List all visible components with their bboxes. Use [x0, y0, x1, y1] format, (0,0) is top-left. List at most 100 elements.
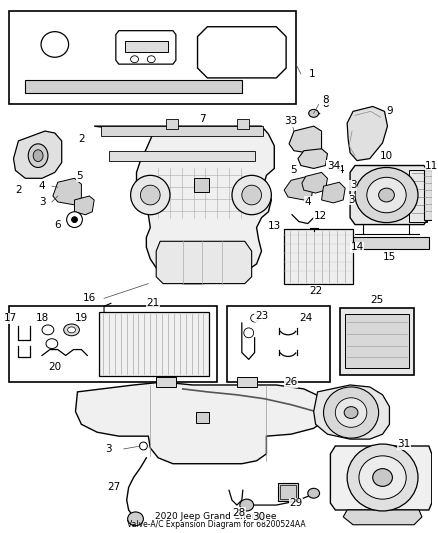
Ellipse shape [127, 512, 143, 526]
Text: 21: 21 [147, 298, 160, 308]
Polygon shape [198, 27, 286, 78]
Text: 1: 1 [308, 69, 315, 79]
Text: 6: 6 [54, 220, 61, 230]
Text: 33: 33 [284, 116, 298, 126]
Ellipse shape [251, 314, 258, 322]
Ellipse shape [131, 175, 170, 215]
Polygon shape [156, 241, 252, 284]
Bar [194, 179, 209, 192]
Ellipse shape [355, 167, 418, 223]
Text: 5: 5 [76, 171, 83, 181]
Bar [424, 171, 432, 220]
Ellipse shape [244, 328, 254, 338]
Ellipse shape [139, 442, 147, 450]
Bar [166, 119, 178, 129]
Ellipse shape [232, 175, 272, 215]
Polygon shape [314, 385, 389, 439]
Ellipse shape [28, 144, 48, 167]
Text: 25: 25 [370, 295, 383, 305]
Ellipse shape [41, 31, 69, 57]
Bar [237, 377, 257, 387]
Text: 33: 33 [284, 116, 298, 126]
Bar [284, 230, 353, 284]
Polygon shape [94, 126, 274, 284]
Bar [340, 308, 414, 375]
Text: 26: 26 [284, 377, 298, 387]
Ellipse shape [308, 488, 320, 498]
Text: 4: 4 [304, 197, 311, 207]
Text: 34: 34 [327, 160, 340, 171]
Polygon shape [116, 31, 176, 64]
Ellipse shape [336, 398, 367, 427]
Polygon shape [330, 446, 432, 510]
Ellipse shape [67, 327, 75, 333]
Text: 14: 14 [350, 242, 364, 252]
Polygon shape [347, 107, 388, 160]
Ellipse shape [46, 339, 58, 349]
Polygon shape [302, 172, 328, 193]
Ellipse shape [131, 56, 138, 63]
Bar [280, 486, 296, 499]
Polygon shape [298, 149, 328, 168]
Text: 16: 16 [83, 293, 96, 303]
Text: 10: 10 [380, 151, 393, 160]
Text: 2: 2 [78, 134, 85, 144]
Polygon shape [14, 131, 62, 179]
Text: 22: 22 [309, 286, 322, 295]
Ellipse shape [367, 177, 406, 213]
Text: 2: 2 [15, 185, 22, 195]
Bar [350, 237, 429, 249]
Bar [156, 377, 176, 387]
Polygon shape [75, 382, 325, 464]
Text: 9: 9 [386, 107, 393, 116]
Ellipse shape [324, 387, 378, 438]
Text: 8: 8 [322, 94, 329, 104]
Polygon shape [289, 126, 321, 154]
Bar [101, 126, 264, 136]
Text: 17: 17 [4, 313, 17, 323]
Bar [25, 80, 242, 93]
Text: 20: 20 [48, 362, 61, 372]
Bar [9, 306, 217, 382]
Ellipse shape [147, 56, 155, 63]
Polygon shape [321, 182, 345, 203]
Polygon shape [284, 176, 314, 200]
Bar [278, 483, 298, 501]
Bar [227, 306, 330, 382]
Text: 3: 3 [348, 195, 354, 205]
Ellipse shape [141, 185, 160, 205]
Text: 4: 4 [39, 181, 46, 191]
Text: 30: 30 [252, 512, 265, 522]
Ellipse shape [347, 444, 418, 511]
Ellipse shape [71, 217, 78, 223]
Ellipse shape [64, 324, 79, 336]
Ellipse shape [344, 407, 358, 418]
Text: 31: 31 [398, 439, 411, 449]
Text: 29: 29 [290, 498, 303, 508]
Text: 3: 3 [39, 197, 46, 207]
Ellipse shape [42, 325, 54, 335]
Text: 23: 23 [255, 311, 268, 321]
Text: 12: 12 [314, 211, 327, 221]
Ellipse shape [373, 469, 392, 486]
Polygon shape [74, 196, 94, 215]
Text: 3: 3 [350, 180, 357, 190]
Bar [195, 411, 209, 423]
Ellipse shape [67, 212, 82, 228]
Bar [99, 312, 209, 376]
Text: 19: 19 [75, 313, 88, 323]
Text: 7: 7 [199, 114, 206, 124]
Text: 18: 18 [35, 313, 49, 323]
Ellipse shape [240, 499, 254, 511]
Ellipse shape [359, 456, 406, 499]
Bar [237, 119, 249, 129]
Text: 7: 7 [199, 114, 206, 124]
Bar [409, 171, 427, 222]
Bar [125, 41, 168, 52]
Bar [109, 151, 254, 160]
Polygon shape [350, 166, 429, 224]
Text: Valve-A/C Expansion Diagram for 68200524AA: Valve-A/C Expansion Diagram for 68200524… [127, 520, 306, 529]
Text: 27: 27 [107, 482, 120, 492]
Text: 24: 24 [299, 313, 312, 323]
Text: 2020 Jeep Grand Cherokee: 2020 Jeep Grand Cherokee [155, 512, 277, 521]
